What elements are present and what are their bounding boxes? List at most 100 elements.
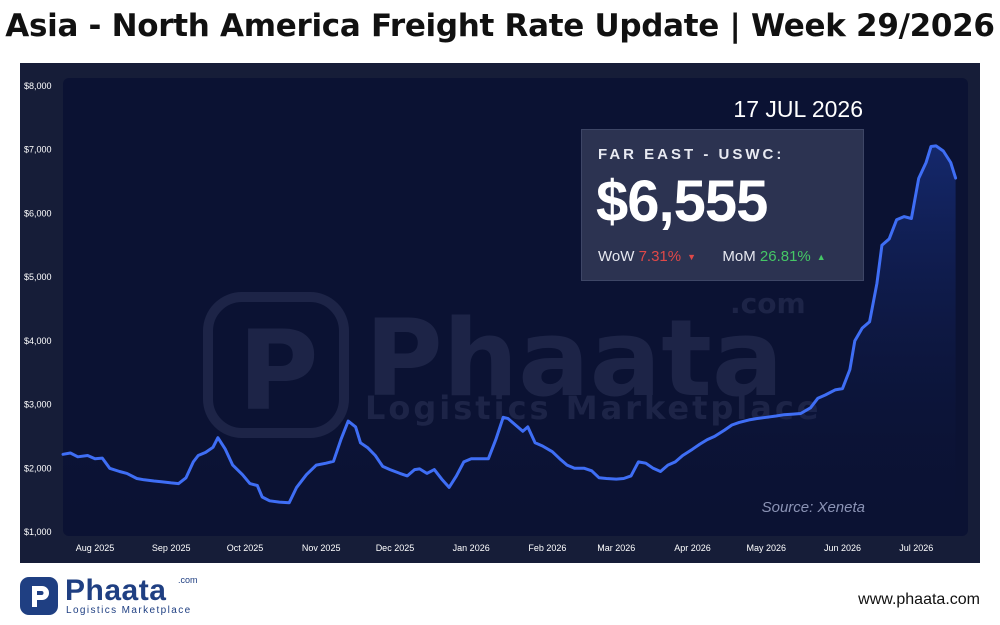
data-point — [573, 467, 576, 470]
data-point — [480, 457, 482, 460]
rate-value: $6,555 — [596, 169, 768, 234]
series-points — [62, 145, 957, 504]
data-point — [637, 461, 640, 463]
data-point — [381, 465, 384, 468]
data-point — [888, 238, 890, 240]
data-point — [170, 482, 172, 484]
data-point — [256, 484, 259, 487]
data-point — [876, 282, 878, 285]
y-tick-label: $4,000 — [24, 336, 52, 346]
data-point — [192, 461, 195, 463]
data-point — [834, 389, 836, 391]
date-label: 17 JUL 2026 — [733, 96, 863, 122]
data-point — [854, 340, 856, 342]
data-point — [558, 457, 561, 460]
data-point — [706, 438, 709, 441]
watermark: P Phaata .com Logistics Marketplace — [203, 287, 819, 438]
data-point — [261, 496, 263, 498]
data-point — [942, 150, 945, 152]
data-point — [94, 457, 96, 460]
y-tick-label: $2,000 — [24, 463, 52, 473]
logo-name: Phaata — [65, 574, 167, 607]
data-point — [347, 420, 350, 422]
data-point — [204, 451, 207, 454]
data-point — [598, 477, 600, 479]
wow-label: WoW — [598, 248, 635, 265]
data-point — [645, 462, 647, 465]
data-point — [652, 467, 654, 470]
data-point — [69, 452, 72, 454]
data-point — [440, 478, 443, 480]
data-point — [359, 442, 362, 444]
data-point — [534, 442, 536, 444]
data-point — [241, 473, 244, 476]
data-point — [514, 424, 517, 426]
data-point — [949, 161, 952, 164]
data-point — [62, 453, 64, 456]
data-point — [775, 415, 777, 417]
data-point — [782, 414, 785, 416]
data-point — [583, 467, 586, 470]
data-point — [153, 480, 155, 482]
data-point — [77, 456, 79, 458]
data-point — [217, 436, 219, 439]
data-point — [197, 454, 199, 457]
data-point — [527, 426, 529, 428]
data-point — [522, 430, 524, 433]
data-point — [354, 426, 357, 428]
y-tick-label: $5,000 — [24, 272, 52, 282]
page-title: Asia - North America Freight Rate Update… — [5, 8, 995, 44]
x-tick-label: Oct 2025 — [227, 543, 264, 553]
rate-changes: WoW 7.31% ▼ MoM 26.81% ▲ — [598, 248, 826, 265]
data-point — [792, 413, 795, 415]
data-point — [605, 477, 608, 480]
data-point — [455, 475, 458, 477]
rate-info-box: FAR EAST - USWC: $6,555 WoW 7.31% ▼ MoM 2… — [581, 129, 864, 281]
logo-tagline: Logistics Marketplace — [66, 605, 192, 616]
x-tick-label: Aug 2025 — [76, 543, 115, 553]
data-point — [315, 464, 318, 466]
watermark-name: Phaata — [365, 297, 783, 420]
data-point — [917, 177, 920, 180]
data-point — [566, 464, 568, 466]
data-point — [249, 482, 251, 485]
data-point — [615, 478, 618, 480]
data-point — [108, 467, 111, 470]
data-point — [288, 501, 291, 504]
x-tick-label: Jul 2026 — [899, 543, 933, 553]
data-point — [738, 421, 740, 424]
data-point — [418, 468, 421, 470]
y-tick-label: $6,000 — [24, 208, 52, 218]
data-point — [332, 460, 335, 463]
data-point — [295, 486, 298, 489]
x-tick-label: Nov 2025 — [302, 543, 341, 553]
y-tick-label: $7,000 — [24, 145, 52, 155]
data-point — [731, 424, 733, 426]
data-point — [699, 443, 701, 445]
data-point — [861, 327, 863, 329]
data-point — [925, 161, 927, 164]
data-point — [691, 448, 694, 451]
data-point — [185, 477, 187, 479]
x-tick-label: Apr 2026 — [674, 543, 711, 553]
data-point — [713, 435, 716, 438]
data-point — [433, 468, 436, 471]
data-point — [755, 417, 758, 420]
series-line — [61, 144, 958, 505]
data-point — [809, 407, 812, 409]
x-tick-label: Jun 2026 — [824, 543, 861, 553]
watermark-logo-letter: P — [238, 307, 319, 435]
website-link[interactable]: www.phaata.com — [858, 591, 980, 608]
data-point — [502, 416, 505, 419]
x-tick-label: Jan 2026 — [453, 543, 490, 553]
mom-value: 26.81% — [759, 248, 811, 265]
x-axis: Aug 2025 Sep 2025 Oct 2025 Nov 2025 Dec 2025… — [76, 543, 934, 553]
data-point — [930, 145, 932, 148]
data-point — [541, 445, 544, 447]
data-point — [849, 368, 851, 371]
footer-logo[interactable]: Phaata .com Logistics Marketplace — [20, 574, 210, 618]
data-point — [143, 479, 145, 481]
data-point — [177, 482, 180, 485]
data-point — [160, 480, 163, 483]
data-point — [448, 486, 450, 489]
